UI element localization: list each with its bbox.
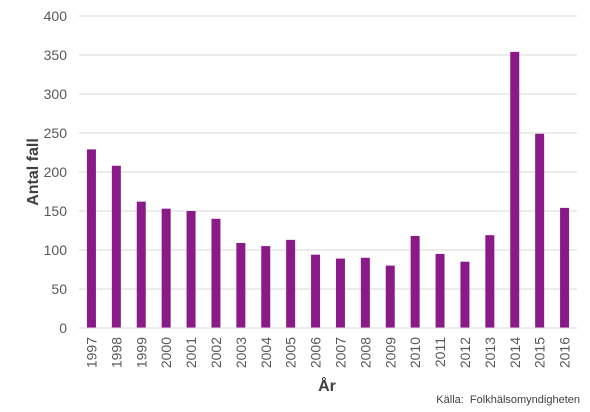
x-tick-label-2013: 2013	[482, 337, 498, 368]
source-note: Källa: Folkhälsomyndigheten	[436, 394, 580, 406]
x-tick-label-2007: 2007	[332, 337, 348, 368]
bar-2011	[435, 253, 445, 328]
x-tick-label-2008: 2008	[357, 337, 373, 368]
x-tick-label-2014: 2014	[507, 337, 523, 368]
x-tick-label-2016: 2016	[557, 337, 573, 368]
bar-1998	[111, 165, 121, 328]
y-tick-label: 100	[44, 242, 68, 258]
bar-1997	[86, 149, 96, 328]
y-tick-label: 400	[44, 8, 68, 24]
bar-2000	[161, 208, 171, 328]
x-tick-label-2006: 2006	[308, 337, 324, 368]
bar-2012	[460, 261, 470, 328]
x-tick-label-2012: 2012	[457, 337, 473, 368]
x-tick-label-2009: 2009	[382, 337, 398, 368]
y-tick-label: 0	[59, 320, 67, 336]
bar-2013	[485, 235, 495, 328]
x-tick-label-2000: 2000	[158, 337, 174, 368]
bar-2001	[186, 211, 196, 328]
bar-2015	[535, 133, 545, 328]
bar-2016	[560, 207, 570, 328]
bar-1999	[136, 201, 146, 328]
bar-2004	[261, 246, 271, 328]
x-axis-tick-labels: 1997 1998 1999 2000 2001 2002 2003 2004 2005 2006…	[83, 337, 572, 368]
bar-2006	[311, 254, 321, 328]
bar-2010	[410, 235, 420, 328]
bar-2003	[236, 242, 246, 328]
y-axis-title: Antal fall	[25, 138, 42, 206]
bar-2008	[360, 257, 370, 328]
y-tick-label: 300	[44, 86, 68, 102]
y-tick-label: 350	[44, 47, 68, 63]
y-tick-label: 150	[44, 203, 68, 219]
x-tick-label-1999: 1999	[133, 337, 149, 368]
gridlines	[79, 15, 577, 290]
x-tick-label-2005: 2005	[283, 337, 299, 368]
x-tick-label-2010: 2010	[407, 337, 423, 368]
bar-2007	[335, 258, 345, 328]
x-tick-label-2003: 2003	[233, 337, 249, 368]
bar-2009	[385, 265, 395, 328]
x-tick-label-2015: 2015	[532, 337, 548, 368]
y-tick-label: 250	[44, 125, 68, 141]
x-tick-label-1998: 1998	[108, 337, 124, 368]
x-tick-label-2011: 2011	[432, 337, 448, 367]
x-tick-label-2001: 2001	[183, 337, 199, 368]
bars	[86, 51, 570, 328]
x-axis-title: År	[318, 376, 336, 395]
x-tick-label-2002: 2002	[208, 337, 224, 368]
y-axis-tick-labels: 0 50 100 150 200 250 300 350 400	[44, 8, 68, 336]
bar-2005	[286, 239, 296, 328]
x-tick-label-1997: 1997	[83, 337, 99, 368]
x-tick-label-2004: 2004	[258, 337, 274, 368]
bar-2002	[211, 218, 221, 328]
y-tick-label: 50	[51, 281, 67, 297]
y-tick-label: 200	[44, 164, 68, 180]
bar-2014	[510, 51, 520, 328]
